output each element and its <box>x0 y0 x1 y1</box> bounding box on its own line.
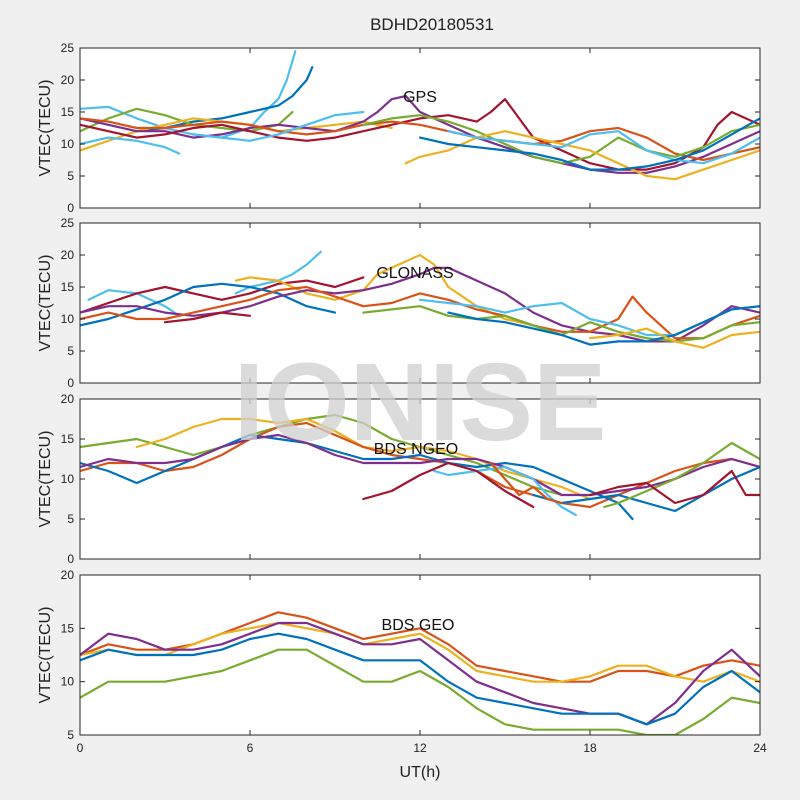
series-line-bds-ngeo-6 <box>433 465 577 517</box>
series-line-bds-ngeo-5 <box>80 433 760 497</box>
y-axis-label: VTEC(TECU) <box>37 80 54 177</box>
y-tick-label: 10 <box>61 675 75 689</box>
panel-gps: 0 5 10 15 20 25 VTEC(TECU) GPS <box>37 41 761 215</box>
series-line-glonass-7 <box>80 285 760 340</box>
x-tick-label: 24 <box>753 741 767 755</box>
x-tick-label: 0 <box>77 741 84 755</box>
series-line-gps-11 <box>418 117 760 171</box>
series-line-bds-ngeo-11 <box>489 461 563 505</box>
panel-label-bds-geo: BDS GEO <box>382 617 455 634</box>
y-tick-label: 5 <box>67 169 74 183</box>
series-line-gps-7 <box>80 117 760 162</box>
y-tick-label: 10 <box>61 312 75 326</box>
series-line-glonass-11 <box>588 327 760 349</box>
panel-glonass: 0 5 10 15 20 25 VTEC(TECU) GLONASS <box>37 216 761 390</box>
y-tick-label: 15 <box>61 621 75 635</box>
series-line-bds-ngeo-10 <box>588 469 760 505</box>
plot-area <box>80 223 760 383</box>
series-line-gps-9 <box>404 130 760 181</box>
plot-area <box>80 399 760 559</box>
series-line-bds-ngeo-1 <box>80 413 563 497</box>
x-tick-label: 6 <box>247 741 254 755</box>
x-axis-label: UT(h) <box>400 764 441 781</box>
y-tick-label: 20 <box>61 568 75 582</box>
series-group <box>80 413 760 521</box>
series-line-gps-6 <box>80 98 760 171</box>
series-line-glonass-3 <box>80 276 365 314</box>
series-line-gps-8 <box>362 114 760 165</box>
y-tick-label: 25 <box>61 216 75 230</box>
series-line-bds-ngeo-4 <box>80 433 634 521</box>
y-axis-label: VTEC(TECU) <box>37 255 54 352</box>
series-line-bds-ngeo-9 <box>603 441 760 509</box>
y-tick-label: 5 <box>67 512 74 526</box>
plot-area <box>80 48 760 208</box>
panel-bds-ngeo: 0 5 10 15 20 VTEC(TECU) BDS NGEO <box>37 392 761 566</box>
panel-bds-geo: 5 10 15 20 0 6 12 18 24 VTEC(TECU) BDS GEO <box>37 568 767 755</box>
series-group <box>80 250 760 349</box>
y-tick-label: 20 <box>61 73 75 87</box>
series-line-gps-10 <box>447 130 760 165</box>
series-line-gps-12 <box>80 136 181 155</box>
panel-label-bds-ngeo: BDS NGEO <box>374 441 458 458</box>
y-tick-label: 20 <box>61 248 75 262</box>
figure-title: BDHD20180531 <box>370 15 494 34</box>
series-line-bds-geo-5 <box>80 648 760 735</box>
y-tick-label: 5 <box>67 344 74 358</box>
y-tick-label: 25 <box>61 41 75 55</box>
series-group <box>80 611 760 735</box>
series-line-glonass-4 <box>80 282 337 327</box>
series-line-glonass-2 <box>234 250 322 295</box>
y-tick-label: 15 <box>61 105 75 119</box>
series-line-glonass-10 <box>447 305 760 346</box>
y-tick-label: 0 <box>67 201 74 215</box>
series-line-glonass-12 <box>163 311 252 324</box>
y-axis-label: VTEC(TECU) <box>37 431 54 528</box>
y-tick-label: 10 <box>61 137 75 151</box>
x-tick-label: 18 <box>583 741 597 755</box>
series-line-bds-geo-2 <box>80 621 760 683</box>
panel-label-glonass: GLONASS <box>376 265 453 282</box>
x-tick-label: 12 <box>413 741 427 755</box>
y-tick-label: 10 <box>61 472 75 486</box>
series-line-bds-ngeo-8 <box>532 465 760 513</box>
y-tick-label: 20 <box>61 392 75 406</box>
y-axis-label: VTEC(TECU) <box>37 607 54 704</box>
series-line-bds-geo-4 <box>80 632 760 726</box>
series-group <box>80 50 760 181</box>
y-tick-label: 0 <box>67 552 74 566</box>
y-tick-label: 0 <box>67 376 74 390</box>
series-line-glonass-5 <box>234 253 535 327</box>
series-line-bds-ngeo-7 <box>362 461 535 509</box>
series-line-gps-13 <box>192 110 365 142</box>
panel-label-gps: GPS <box>403 89 437 106</box>
y-tick-label: 5 <box>67 728 74 742</box>
watermark: IONISE <box>234 341 607 464</box>
y-tick-label: 15 <box>61 432 75 446</box>
y-tick-label: 15 <box>61 280 75 294</box>
